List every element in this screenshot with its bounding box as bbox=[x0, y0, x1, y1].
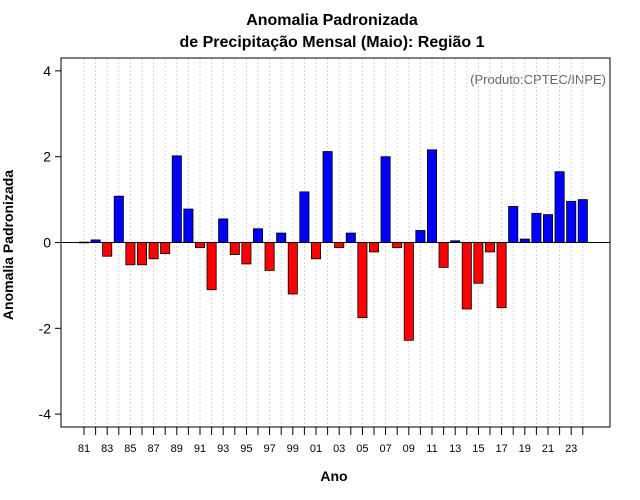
bar bbox=[206, 242, 217, 291]
bar bbox=[183, 208, 194, 243]
bar bbox=[508, 206, 519, 243]
y-tick-label: 2 bbox=[43, 149, 51, 165]
bar bbox=[276, 232, 287, 243]
bars bbox=[79, 149, 588, 341]
x-tick-label: 89 bbox=[171, 443, 183, 455]
x-tick-label: 83 bbox=[101, 443, 113, 455]
bar bbox=[392, 242, 403, 249]
x-tick-label: 09 bbox=[403, 443, 415, 455]
chart-title: Anomalia Padronizada bbox=[246, 12, 418, 29]
x-tick-label: 11 bbox=[426, 443, 437, 455]
x-tick-label: 01 bbox=[310, 443, 322, 455]
bar bbox=[310, 242, 321, 260]
bar bbox=[125, 242, 136, 266]
x-tick-label: 07 bbox=[379, 443, 391, 455]
bar bbox=[252, 228, 263, 243]
bar bbox=[171, 155, 182, 243]
bar bbox=[113, 195, 124, 243]
x-tick-label: 85 bbox=[124, 443, 136, 455]
bar bbox=[322, 151, 333, 243]
x-tick-label: 21 bbox=[542, 443, 554, 455]
bar bbox=[380, 156, 391, 243]
bar bbox=[473, 242, 484, 284]
bar bbox=[334, 242, 345, 249]
y-tick-label: 4 bbox=[43, 63, 51, 79]
bar bbox=[554, 171, 565, 243]
bar bbox=[438, 242, 449, 268]
bar bbox=[148, 242, 159, 260]
axes: -4 -2 0 2 4 81 83 85 87 89 91 93 95 97 99 01 03 05 07 09 11 1… bbox=[39, 57, 611, 455]
bar bbox=[543, 214, 554, 243]
x-tick-label: 05 bbox=[356, 443, 368, 455]
bar bbox=[484, 242, 495, 253]
x-tick-label: 19 bbox=[519, 443, 531, 455]
bar bbox=[426, 149, 437, 243]
bar bbox=[299, 191, 310, 243]
bar bbox=[496, 242, 507, 309]
x-tick-label: 23 bbox=[565, 443, 577, 455]
x-tick-label: 13 bbox=[449, 443, 461, 455]
x-tick-label: 93 bbox=[217, 443, 229, 455]
x-tick-label: 99 bbox=[287, 443, 299, 455]
bar bbox=[566, 200, 577, 243]
bar bbox=[519, 238, 530, 243]
bar bbox=[577, 199, 588, 243]
bar bbox=[194, 242, 205, 249]
bar bbox=[357, 242, 368, 318]
x-tick-label: 95 bbox=[240, 443, 252, 455]
bar bbox=[287, 242, 298, 295]
bar bbox=[229, 242, 240, 255]
x-tick-label: 91 bbox=[194, 443, 206, 455]
bar bbox=[160, 242, 171, 255]
bar bbox=[461, 242, 472, 310]
bar bbox=[531, 212, 542, 243]
x-tick-label: 03 bbox=[333, 443, 345, 455]
bar bbox=[218, 218, 229, 243]
x-tick-label: 15 bbox=[472, 443, 484, 455]
x-tick-label: 17 bbox=[495, 443, 507, 455]
bar bbox=[264, 242, 275, 271]
chart-annotation: (Produto:CPTEC/INPE) bbox=[470, 72, 606, 87]
bar bbox=[241, 242, 252, 265]
y-axis-label: Anomalia Padronizada bbox=[0, 170, 16, 320]
chart-subtitle: de Precipitação Mensal (Maio): Região 1 bbox=[180, 34, 485, 51]
y-tick-label: 0 bbox=[43, 235, 51, 251]
bar bbox=[403, 242, 414, 341]
x-tick-label: 81 bbox=[78, 443, 90, 455]
bar bbox=[136, 242, 147, 266]
bar bbox=[345, 232, 356, 243]
x-tick-label: 87 bbox=[147, 443, 159, 455]
y-tick-label: -2 bbox=[39, 320, 52, 336]
bar bbox=[415, 230, 426, 243]
x-axis-label: Ano bbox=[320, 468, 347, 484]
y-tick-label: -4 bbox=[39, 406, 52, 422]
bar bbox=[102, 242, 113, 257]
x-tick-label: 97 bbox=[263, 443, 275, 455]
bar bbox=[368, 242, 379, 253]
